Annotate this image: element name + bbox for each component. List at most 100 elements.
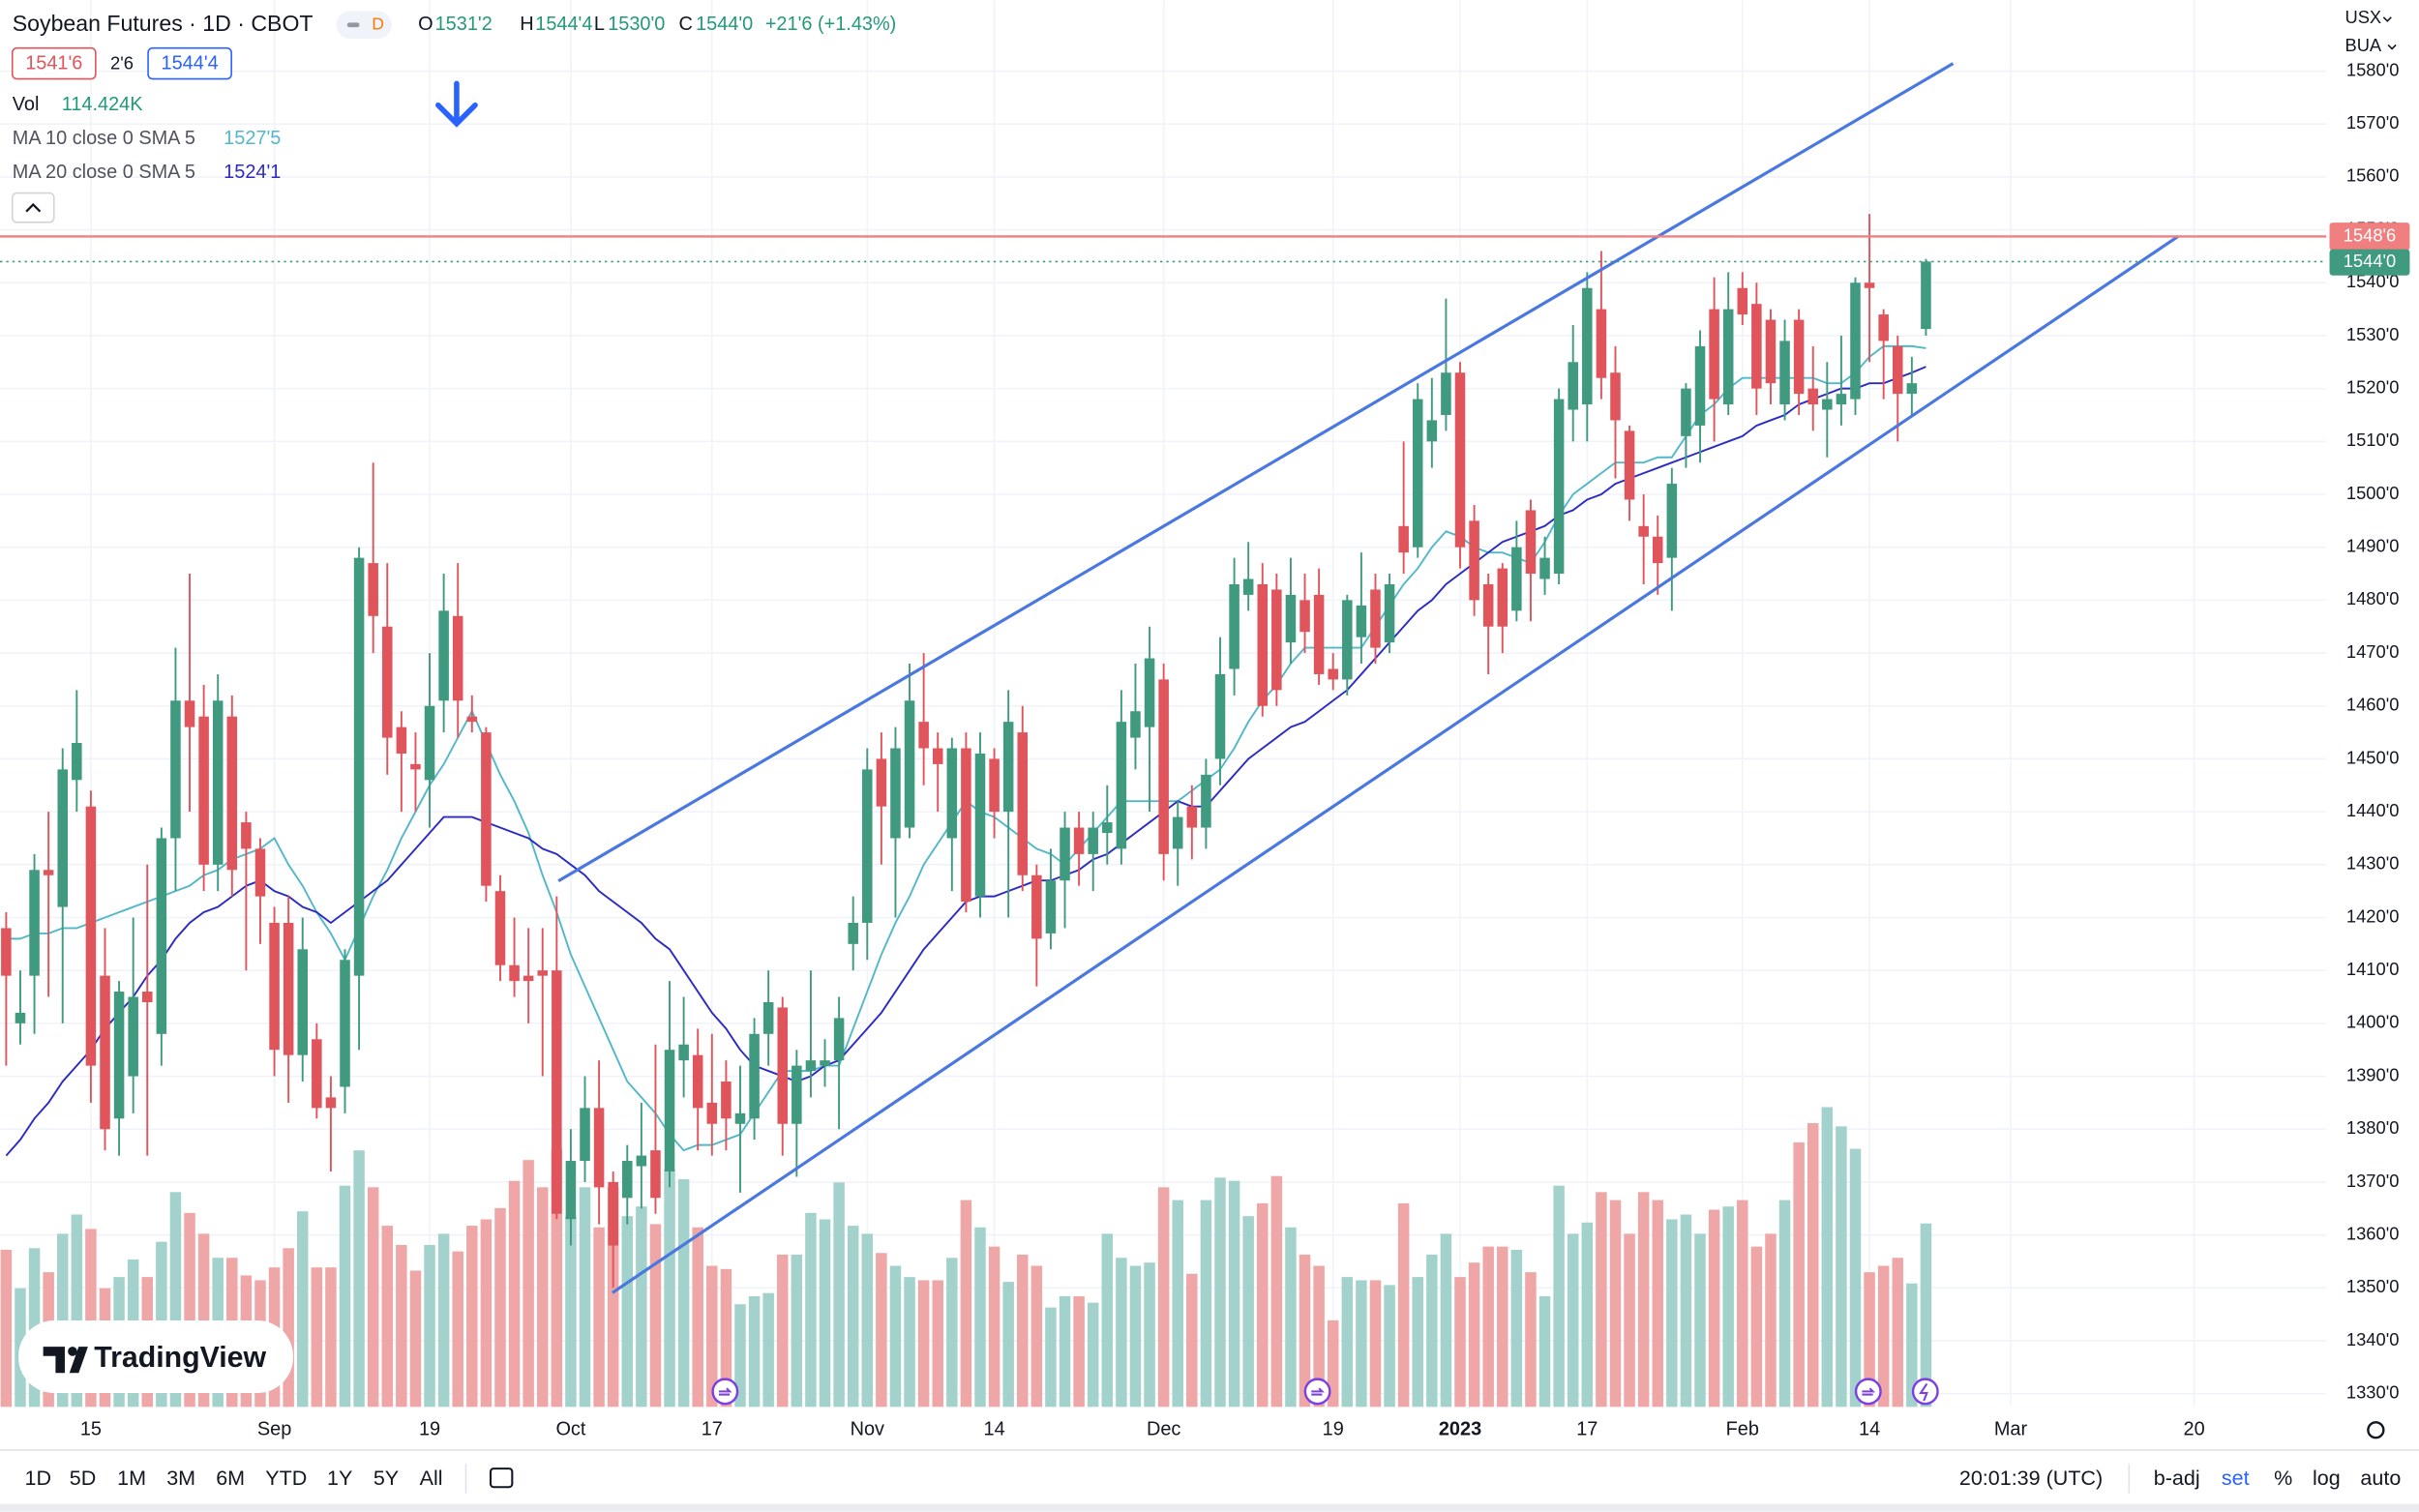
candle-body — [1158, 679, 1169, 854]
volume-bar — [692, 1227, 703, 1408]
volume-bar — [1836, 1126, 1847, 1408]
y-tick-label: 1360'0 — [2346, 1223, 2399, 1243]
y-tick-label: 1530'0 — [2346, 324, 2399, 344]
candle-body — [424, 705, 435, 781]
volume-bar — [889, 1265, 902, 1408]
option-button[interactable]: % — [2274, 1467, 2292, 1490]
candle-body — [1807, 388, 1818, 405]
ask-box[interactable] — [147, 46, 232, 80]
candle-body — [325, 1097, 337, 1109]
drawings — [435, 62, 2180, 1294]
volume-bar — [1285, 1227, 1297, 1408]
volume-bar — [325, 1267, 337, 1408]
volume-bar — [367, 1187, 379, 1408]
volume-bar — [353, 1150, 365, 1408]
candle-body — [283, 922, 294, 1055]
volume-bar — [1680, 1214, 1692, 1408]
channel-upper[interactable] — [557, 62, 1955, 883]
event-icon[interactable] — [1911, 1378, 1939, 1406]
candle-body — [1709, 309, 1719, 400]
volume-bar — [283, 1248, 294, 1408]
volume-bar — [480, 1219, 493, 1408]
range-button[interactable]: 1D — [25, 1467, 52, 1490]
candle-body — [1088, 827, 1098, 854]
currency[interactable]: USX — [2344, 7, 2381, 27]
range-button[interactable]: 5Y — [373, 1467, 399, 1490]
range-button[interactable]: 1M — [117, 1467, 146, 1490]
candle-body — [1201, 774, 1211, 828]
candle-body — [678, 1044, 689, 1061]
volume-bar — [1426, 1254, 1438, 1408]
candle-body — [974, 753, 986, 897]
range-button[interactable]: YTD — [265, 1467, 307, 1490]
volume-bar — [904, 1277, 915, 1408]
volume-bar — [1567, 1233, 1579, 1408]
x-tick-label: 15 — [80, 1419, 102, 1440]
channel-lower[interactable] — [612, 234, 2180, 1294]
range-button[interactable]: 3M — [166, 1467, 195, 1490]
candle-body — [1638, 525, 1649, 537]
candle-body — [1060, 827, 1070, 881]
candle-body — [494, 891, 506, 965]
event-glyphs — [718, 1382, 1928, 1402]
settings-icon[interactable] — [2367, 1421, 2385, 1439]
candle-body — [1539, 557, 1550, 579]
candle-body — [241, 822, 252, 849]
alert-label: 1548'6 — [2344, 224, 2396, 245]
candle-body — [537, 970, 549, 976]
alert-label-box — [2329, 222, 2410, 251]
candle-body — [1779, 341, 1790, 405]
collapse-button[interactable] — [11, 192, 55, 223]
candle-body — [1441, 372, 1451, 415]
candle-body — [848, 922, 858, 944]
option-button[interactable]: b-adj — [2154, 1467, 2200, 1490]
range-button[interactable]: All — [420, 1467, 443, 1490]
candle-body — [142, 992, 153, 1002]
bid-box[interactable] — [11, 46, 97, 80]
volume-bar — [1129, 1265, 1142, 1408]
candle-body — [438, 610, 449, 701]
volume-bar — [1327, 1319, 1339, 1408]
volume-bar — [946, 1258, 958, 1408]
volume-bar — [1807, 1123, 1819, 1408]
unit[interactable]: BUA — [2344, 35, 2381, 55]
volume-bar — [1750, 1246, 1763, 1408]
volume-bar — [1200, 1200, 1212, 1408]
candle-body — [890, 748, 901, 839]
volume-bar — [607, 1187, 619, 1408]
arrow-marker[interactable] — [435, 80, 478, 128]
last-price-label: 1544'0 — [2344, 251, 2396, 271]
volume-bar — [1877, 1265, 1890, 1408]
y-tick-label: 1460'0 — [2346, 695, 2399, 715]
y-tick-label: 1410'0 — [2346, 959, 2399, 979]
volume-bar — [1722, 1206, 1734, 1408]
candle-body — [72, 743, 82, 781]
range-button[interactable]: 6M — [216, 1467, 245, 1490]
ask[interactable]: 1544'4 — [162, 53, 219, 74]
candle-body — [1073, 827, 1085, 854]
candle-body — [565, 1161, 577, 1220]
candle-body — [1666, 484, 1678, 558]
option-button[interactable]: auto — [2360, 1467, 2401, 1490]
bid[interactable]: 1541'6 — [25, 53, 82, 74]
candle-body — [410, 763, 421, 770]
volume-bar — [409, 1270, 422, 1408]
x-tick-label: 19 — [1323, 1419, 1344, 1440]
volume-bar — [1412, 1277, 1423, 1408]
date-range-icon[interactable] — [489, 1468, 514, 1489]
candle-body — [904, 700, 915, 828]
range-button[interactable]: 1Y — [327, 1467, 352, 1490]
option-button[interactable]: log — [2313, 1467, 2341, 1490]
option-button[interactable]: set — [2222, 1467, 2250, 1490]
volume-bar — [1525, 1272, 1537, 1408]
volume-bar — [988, 1246, 1000, 1408]
candle-body — [382, 626, 393, 738]
candle-body — [1765, 319, 1777, 384]
range-button[interactable]: 5D — [70, 1467, 97, 1490]
logo-dot — [68, 1347, 77, 1356]
volume-bar — [706, 1265, 718, 1408]
vol-value: 114.424K — [62, 94, 143, 115]
volume-bar — [1313, 1265, 1325, 1408]
volume-bar — [1214, 1177, 1226, 1408]
candle-body — [1836, 394, 1847, 405]
